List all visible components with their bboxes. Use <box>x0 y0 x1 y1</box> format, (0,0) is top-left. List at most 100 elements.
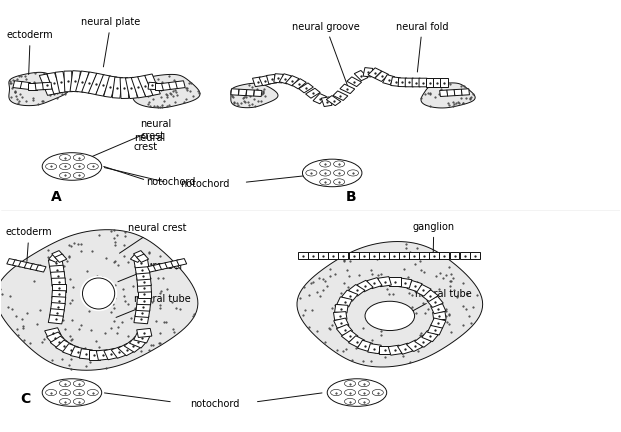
Polygon shape <box>319 252 329 259</box>
Ellipse shape <box>320 161 331 167</box>
Polygon shape <box>274 74 283 83</box>
Polygon shape <box>431 318 446 328</box>
Polygon shape <box>129 337 147 348</box>
Ellipse shape <box>358 390 369 396</box>
Ellipse shape <box>365 301 415 330</box>
Polygon shape <box>137 284 152 292</box>
Polygon shape <box>159 262 169 270</box>
Polygon shape <box>171 260 181 267</box>
Polygon shape <box>433 311 446 320</box>
Ellipse shape <box>73 381 84 387</box>
Polygon shape <box>335 305 348 313</box>
Text: neural crest: neural crest <box>119 223 186 253</box>
Polygon shape <box>50 265 64 274</box>
Polygon shape <box>165 261 175 268</box>
Polygon shape <box>137 254 148 262</box>
Polygon shape <box>359 252 369 259</box>
Polygon shape <box>379 252 389 259</box>
Polygon shape <box>450 252 460 259</box>
Polygon shape <box>231 83 278 108</box>
Polygon shape <box>297 241 483 367</box>
Polygon shape <box>259 76 270 86</box>
Ellipse shape <box>73 163 84 170</box>
Polygon shape <box>326 95 341 105</box>
Ellipse shape <box>333 170 345 176</box>
Polygon shape <box>39 74 55 95</box>
Polygon shape <box>383 75 395 85</box>
Polygon shape <box>56 340 73 353</box>
Polygon shape <box>421 83 475 108</box>
Polygon shape <box>407 280 422 292</box>
Polygon shape <box>48 259 63 268</box>
Polygon shape <box>89 350 100 360</box>
Polygon shape <box>50 309 65 318</box>
Polygon shape <box>52 251 64 259</box>
Text: neural groove: neural groove <box>292 22 360 92</box>
Polygon shape <box>52 278 66 286</box>
Polygon shape <box>340 84 355 94</box>
Polygon shape <box>147 265 158 272</box>
Polygon shape <box>118 343 135 356</box>
Text: neural: neural <box>134 133 165 143</box>
Polygon shape <box>321 97 332 107</box>
Polygon shape <box>0 230 198 370</box>
Ellipse shape <box>73 390 84 396</box>
Ellipse shape <box>345 381 356 387</box>
Polygon shape <box>130 254 142 262</box>
Polygon shape <box>131 76 146 98</box>
Polygon shape <box>460 252 469 259</box>
Polygon shape <box>135 265 150 274</box>
Ellipse shape <box>358 398 369 405</box>
Polygon shape <box>369 252 379 259</box>
Polygon shape <box>368 343 381 354</box>
Polygon shape <box>253 77 263 87</box>
Polygon shape <box>96 75 111 96</box>
Polygon shape <box>454 89 462 95</box>
Polygon shape <box>35 83 45 90</box>
Polygon shape <box>412 78 420 87</box>
Polygon shape <box>231 89 239 95</box>
Polygon shape <box>308 252 318 259</box>
Polygon shape <box>329 252 338 259</box>
Polygon shape <box>135 309 150 318</box>
Text: ectoderm: ectoderm <box>7 30 53 75</box>
Polygon shape <box>52 284 66 292</box>
Polygon shape <box>469 252 479 259</box>
Polygon shape <box>52 296 66 305</box>
Text: crest: crest <box>134 142 158 152</box>
Polygon shape <box>138 76 153 97</box>
Polygon shape <box>238 89 247 95</box>
Polygon shape <box>363 67 373 77</box>
Ellipse shape <box>320 179 331 185</box>
Polygon shape <box>388 345 402 355</box>
Polygon shape <box>176 259 187 266</box>
Ellipse shape <box>60 154 71 161</box>
Polygon shape <box>398 78 407 87</box>
Ellipse shape <box>60 172 71 178</box>
Ellipse shape <box>302 159 362 187</box>
Polygon shape <box>47 73 61 94</box>
Polygon shape <box>70 71 81 92</box>
Polygon shape <box>136 303 150 311</box>
Polygon shape <box>391 77 401 86</box>
Polygon shape <box>440 78 448 87</box>
Polygon shape <box>12 260 23 267</box>
Polygon shape <box>422 290 438 302</box>
Polygon shape <box>79 349 93 359</box>
Polygon shape <box>426 78 434 87</box>
Polygon shape <box>254 90 262 96</box>
Polygon shape <box>440 252 450 259</box>
Polygon shape <box>347 77 361 86</box>
Polygon shape <box>348 285 365 296</box>
Polygon shape <box>306 88 320 98</box>
Text: notochord: notochord <box>190 399 239 409</box>
Ellipse shape <box>42 152 102 180</box>
Ellipse shape <box>330 390 342 396</box>
Polygon shape <box>389 277 401 286</box>
Ellipse shape <box>87 390 98 396</box>
Ellipse shape <box>87 163 98 170</box>
Ellipse shape <box>372 390 383 396</box>
Polygon shape <box>358 340 373 351</box>
Ellipse shape <box>73 172 84 178</box>
Polygon shape <box>124 340 142 352</box>
